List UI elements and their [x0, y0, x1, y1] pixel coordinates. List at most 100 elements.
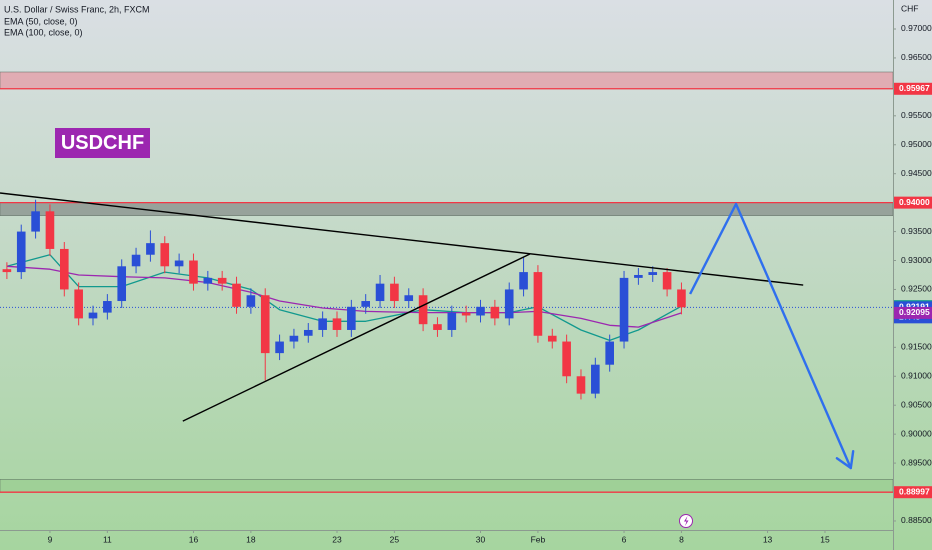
trendline: [0, 192, 804, 286]
candle-body: [433, 324, 442, 330]
candle-body: [361, 301, 371, 307]
candle-body: [418, 295, 428, 325]
legend-entry: EMA (100, close, 0): [4, 27, 83, 37]
candle-body: [232, 283, 241, 307]
ema-line: [6, 254, 682, 342]
candle-body: [117, 266, 127, 302]
candle-body: [375, 283, 385, 302]
candle-body: [576, 376, 586, 394]
candle-body: [562, 341, 571, 377]
x-tick-label: 18: [246, 534, 256, 544]
ema-line: [6, 265, 682, 328]
zone: [0, 202, 894, 216]
y-tick-label: 0.95000: [901, 139, 932, 149]
candle-body: [533, 272, 543, 336]
candle-body: [662, 272, 672, 290]
y-tick-label: 0.88500: [901, 515, 932, 525]
candle-body: [490, 306, 500, 319]
x-tick-label: 30: [476, 534, 486, 544]
y-tick-label: 0.93500: [901, 226, 932, 236]
legend-entry: EMA (50, close, 0): [4, 16, 78, 26]
y-tick-label: 0.91000: [901, 371, 932, 381]
candle-body: [203, 277, 213, 284]
x-tick-label: 6: [622, 534, 627, 544]
y-tick-label: 0.96500: [901, 52, 932, 62]
candle-body: [45, 211, 55, 249]
zone: [0, 479, 894, 493]
candle-body: [275, 341, 284, 354]
candle-body: [246, 295, 256, 307]
price-tag: [894, 486, 932, 499]
y-tick-label: 0.90500: [901, 399, 932, 409]
candle-body: [31, 211, 40, 232]
candle-body: [88, 312, 98, 319]
price-tag-label: 0.92095: [899, 307, 930, 317]
arrow-head: [849, 449, 855, 470]
plot-area: [0, 71, 894, 493]
candle-body: [103, 301, 112, 313]
candle-body: [174, 260, 184, 267]
event-icon[interactable]: [679, 514, 693, 528]
price-tag: [894, 306, 932, 319]
candle-body: [648, 272, 658, 275]
candle-body: [74, 289, 83, 319]
candle-body: [447, 312, 457, 330]
x-tick-label: 11: [103, 534, 112, 544]
candle-body: [303, 329, 313, 336]
candle-body: [591, 364, 600, 394]
candle-body: [634, 274, 643, 278]
candle-body: [461, 312, 471, 316]
candle-body: [260, 295, 270, 354]
price-tag-label: 0.88997: [899, 486, 930, 496]
event-icon-bolt[interactable]: [684, 516, 689, 526]
candle-body: [16, 231, 26, 273]
price-tag-label: 0.95967: [899, 83, 930, 93]
y-tick-label: 0.92500: [901, 284, 932, 294]
arrow-head: [835, 457, 853, 470]
price-tag-label: 0.94000: [899, 197, 930, 207]
y-tick-label: 0.89500: [901, 457, 932, 467]
candle-body: [347, 306, 356, 330]
candle-body: [318, 318, 327, 330]
candle-body: [59, 248, 69, 290]
x-tick-label: 13: [763, 534, 773, 544]
x-tick-label: Feb: [531, 534, 546, 544]
x-tick-label: 15: [820, 534, 830, 544]
symbol-title: U.S. Dollar / Swiss Franc, 2h, FXCM: [4, 4, 150, 14]
candle-body: [677, 289, 686, 308]
x-tick-label: 16: [189, 534, 199, 544]
trendline: [182, 253, 531, 422]
x-tick-label: 23: [332, 534, 342, 544]
candle-body: [217, 277, 227, 284]
candle-body: [160, 243, 170, 267]
candle-body: [131, 254, 141, 267]
x-tick-label: 8: [679, 534, 684, 544]
candle-body: [2, 269, 12, 273]
zone: [0, 71, 894, 90]
y-tick-label: 0.97000: [901, 23, 932, 33]
candle-body: [390, 283, 399, 302]
symbol-badge-text: USDCHF: [61, 132, 144, 154]
y-tick-label: 0.91500: [901, 342, 932, 352]
candle-body: [289, 335, 299, 342]
candle-body: [605, 341, 614, 365]
candle-body: [404, 295, 414, 302]
x-tick-label: 9: [48, 534, 53, 544]
candle-body: [619, 277, 629, 342]
symbol-badge: [55, 128, 150, 158]
y-tick-label: 0.95500: [901, 110, 932, 120]
y-tick-label: 0.94500: [901, 168, 932, 178]
y-tick-label: 0.93000: [901, 255, 932, 265]
candle-body: [332, 318, 342, 330]
x-tick-label: 25: [390, 534, 400, 544]
price-tag: [894, 196, 932, 209]
candle-body: [504, 289, 514, 319]
price-tag: [894, 82, 932, 95]
candle-body: [519, 272, 528, 290]
candle-body: [476, 306, 485, 316]
candle-body: [146, 243, 155, 255]
projection-arrow: [689, 202, 852, 469]
y-tick-label: 0.90000: [901, 428, 932, 438]
price-tag-label: 0.92191: [899, 302, 930, 312]
